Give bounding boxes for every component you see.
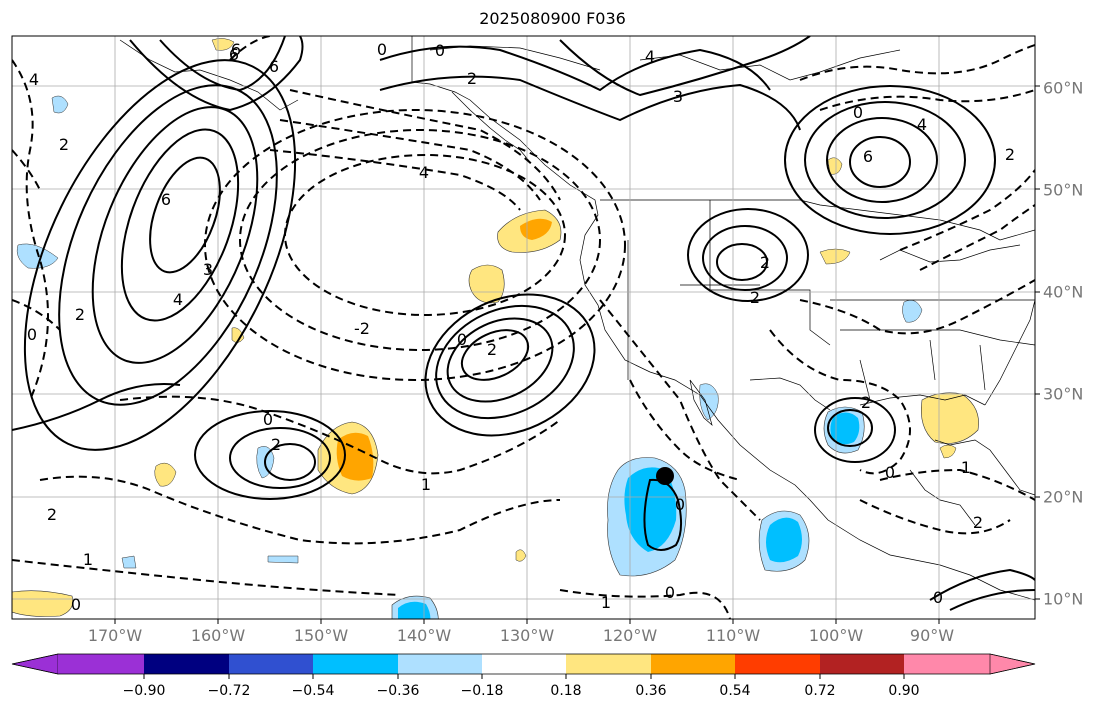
- contour-label: 2: [59, 135, 69, 154]
- map-title: 2025080900 F036: [479, 9, 626, 28]
- contour-label: 0: [263, 410, 273, 429]
- contour-label: 2: [75, 305, 85, 324]
- lat-label: 30°N: [1043, 384, 1084, 404]
- contour-label: 0: [457, 330, 467, 349]
- contour-label: 2: [487, 340, 497, 359]
- colorbar-segment: [313, 654, 398, 674]
- colorbar-segment: [398, 654, 482, 674]
- contour-label: 0: [933, 588, 943, 607]
- contour-label: 0: [435, 41, 445, 60]
- lon-label: 140°W: [396, 626, 452, 645]
- coastlines: [119, 36, 1035, 601]
- lat-label: 50°N: [1043, 180, 1084, 200]
- contour-label: 0: [665, 583, 675, 602]
- lat-label: 20°N: [1043, 487, 1084, 507]
- contour-label: 6: [229, 45, 239, 64]
- colorbar-tick-label: 0.90: [888, 683, 920, 699]
- colorbar-segment: [58, 654, 144, 674]
- colorbar-segment: [482, 654, 566, 674]
- contour-label: 4: [645, 47, 655, 66]
- colorbar-tick-label: −0.90: [122, 683, 166, 699]
- colorbar-tick-label: 0.72: [804, 683, 836, 699]
- contour-label: 6: [863, 147, 873, 166]
- colorbar-tick-label: −0.36: [376, 683, 420, 699]
- contour-label: 2: [750, 288, 760, 307]
- contour-label: 6: [161, 190, 171, 209]
- colorbar-segment: [989, 653, 1036, 675]
- colorbar-tick-label: −0.72: [207, 683, 251, 699]
- contour-label: 0: [675, 495, 685, 514]
- negative-contours: [12, 36, 1035, 619]
- contour-label: 2: [1005, 145, 1015, 164]
- lat-label: 40°N: [1043, 282, 1084, 302]
- lat-label: 60°N: [1043, 78, 1084, 98]
- colorbar-segment: [651, 654, 735, 674]
- contour-label: 2: [973, 513, 983, 532]
- colorbar-tick-label: 0.36: [635, 683, 667, 699]
- colorbar-segment: [144, 654, 229, 674]
- contour-label: 4: [29, 70, 39, 89]
- contour-label: 0: [853, 103, 863, 122]
- contour-label: 2: [271, 435, 281, 454]
- contour-labels: 6 4 3 2 0 2 0 0 2 4 -2 2 2 6 4 2 0 0 0 1…: [27, 40, 1015, 614]
- colorbar-tick-label: −0.54: [291, 683, 335, 699]
- contour-label: 2: [861, 393, 871, 412]
- colorbar-tick-label: −0.18: [460, 683, 504, 699]
- gridlines: [12, 36, 1035, 619]
- colorbar-tick-label: 0.18: [550, 683, 582, 699]
- contour-label: 3: [673, 87, 683, 106]
- positive-contours: [12, 36, 1035, 611]
- colorbar-segment: [735, 654, 820, 674]
- colorbar-segment: [904, 654, 990, 674]
- contour-label: 6: [231, 40, 241, 59]
- contour-label: 2: [760, 253, 770, 272]
- colorbar-segment: [229, 654, 313, 674]
- colorbar: [11, 653, 1036, 679]
- colorbar-tick-label: 0.54: [719, 683, 751, 699]
- contour-label: 0: [27, 325, 37, 344]
- lon-label: 90°W: [909, 626, 955, 645]
- contour-label: 6: [269, 57, 279, 76]
- shaded-anomaly-patches: [12, 38, 979, 619]
- contour-label: 0: [885, 463, 895, 482]
- storm-center-marker: [656, 467, 674, 485]
- contour-label: 4: [917, 115, 927, 134]
- contour-label: -2: [354, 319, 370, 338]
- contour-label: 1: [961, 458, 971, 477]
- contour-label: 1: [601, 593, 611, 612]
- lon-label: 160°W: [190, 626, 246, 645]
- colorbar-segment: [820, 654, 904, 674]
- lon-label: 170°W: [87, 626, 143, 645]
- lon-label: 110°W: [705, 626, 761, 645]
- contour-label: 1: [83, 550, 93, 569]
- contour-label: 1: [421, 475, 431, 494]
- contour-label: 2: [467, 69, 477, 88]
- lon-label: 150°W: [293, 626, 349, 645]
- contour-label: 0: [377, 40, 387, 59]
- lon-label: 100°W: [808, 626, 864, 645]
- colorbar-segment: [566, 654, 651, 674]
- contour-label: 2: [47, 505, 57, 524]
- colorbar-segment: [11, 653, 59, 675]
- lat-label: 10°N: [1043, 589, 1084, 609]
- contour-label: 4: [173, 290, 183, 309]
- map-frame: [11, 35, 1036, 620]
- map-background: [12, 36, 1035, 619]
- lon-label: 120°W: [602, 626, 658, 645]
- contour-label: 3: [203, 260, 213, 279]
- lon-label: 130°W: [499, 626, 555, 645]
- contour-label: 0: [71, 595, 81, 614]
- contour-label: 4: [419, 163, 429, 182]
- axis-ticks: [114, 85, 1040, 624]
